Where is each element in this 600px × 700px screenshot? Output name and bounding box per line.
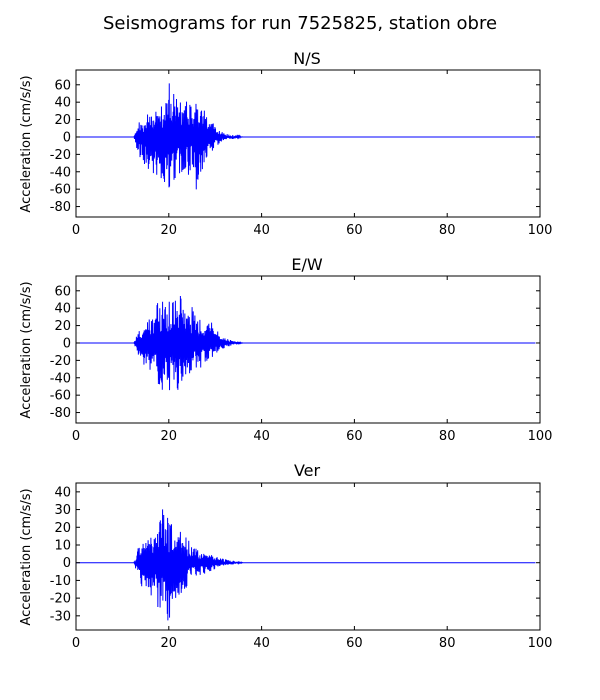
- y-tick-label: -40: [50, 371, 71, 386]
- waveform-line-ns: [76, 83, 536, 190]
- x-tick-label: 100: [528, 429, 553, 444]
- y-tick-label: -60: [50, 183, 71, 198]
- x-tick-label: 0: [72, 636, 80, 651]
- y-tick-label: 20: [54, 521, 71, 536]
- panel-title-ns: N/S: [293, 49, 321, 68]
- axes-frame-ew: [75, 275, 541, 424]
- y-tick-label: -20: [50, 148, 71, 163]
- waveform-line-ew: [76, 296, 536, 391]
- x-tick-label: 0: [72, 429, 80, 444]
- y-tick-label: 40: [54, 96, 71, 111]
- y-tick-label: 40: [54, 485, 71, 500]
- y-tick-label: -60: [50, 389, 71, 404]
- y-axis-label-ns: Acceleration (cm/s/s): [19, 75, 34, 212]
- x-tick-label: 40: [253, 636, 270, 651]
- y-tick-label: -20: [50, 354, 71, 369]
- x-tick-label: 80: [439, 223, 456, 238]
- y-tick-label: -80: [50, 200, 71, 215]
- y-tick-label: 0: [63, 130, 71, 145]
- y-tick-label: 20: [54, 113, 71, 128]
- figure-title: Seismograms for run 7525825, station obr…: [103, 13, 497, 34]
- panel-ns: N/S Acceleration (cm/s/s) 0 20 40 60 80 100 -8…: [19, 49, 552, 238]
- axes-frame-ver: [75, 482, 541, 631]
- axes-frame-ns: [75, 69, 541, 218]
- panel-title-ver: Ver: [294, 461, 321, 480]
- x-tick-label: 80: [439, 429, 456, 444]
- x-tick-label: 80: [439, 636, 456, 651]
- x-tick-label: 100: [528, 636, 553, 651]
- y-tick-label: 10: [54, 538, 71, 553]
- y-tick-label: 30: [54, 503, 71, 518]
- y-axis-label-ver: Acceleration (cm/s/s): [19, 488, 34, 625]
- x-tick-label: 20: [161, 636, 178, 651]
- x-tick-label: 0: [72, 223, 80, 238]
- y-axis-label-ew: Acceleration (cm/s/s): [19, 281, 34, 418]
- panel-ew: E/W Acceleration (cm/s/s) 0 20 40 60 80 100 -8…: [19, 255, 552, 444]
- panel-title-ew: E/W: [291, 255, 323, 274]
- x-tick-label: 60: [346, 636, 363, 651]
- y-tick-label: -10: [50, 574, 71, 589]
- x-tick-label: 60: [346, 223, 363, 238]
- y-tick-label: 0: [63, 556, 71, 571]
- y-tick-label: -40: [50, 165, 71, 180]
- panel-ver: Ver Acceleration (cm/s/s) 0 20 40 60 80 100-3…: [19, 461, 552, 651]
- y-tick-label: -80: [50, 406, 71, 421]
- y-tick-label: 60: [54, 78, 71, 93]
- y-tick-label: -20: [50, 592, 71, 607]
- y-tick-label: 60: [54, 284, 71, 299]
- waveform-line-ver: [76, 509, 536, 621]
- x-tick-label: 60: [346, 429, 363, 444]
- y-tick-label: -30: [50, 609, 71, 624]
- x-tick-label: 100: [528, 223, 553, 238]
- y-tick-label: 0: [63, 336, 71, 351]
- x-tick-label: 40: [253, 223, 270, 238]
- x-tick-label: 20: [161, 429, 178, 444]
- x-tick-label: 40: [253, 429, 270, 444]
- x-tick-label: 20: [161, 223, 178, 238]
- y-tick-label: 20: [54, 319, 71, 334]
- y-tick-label: 40: [54, 302, 71, 317]
